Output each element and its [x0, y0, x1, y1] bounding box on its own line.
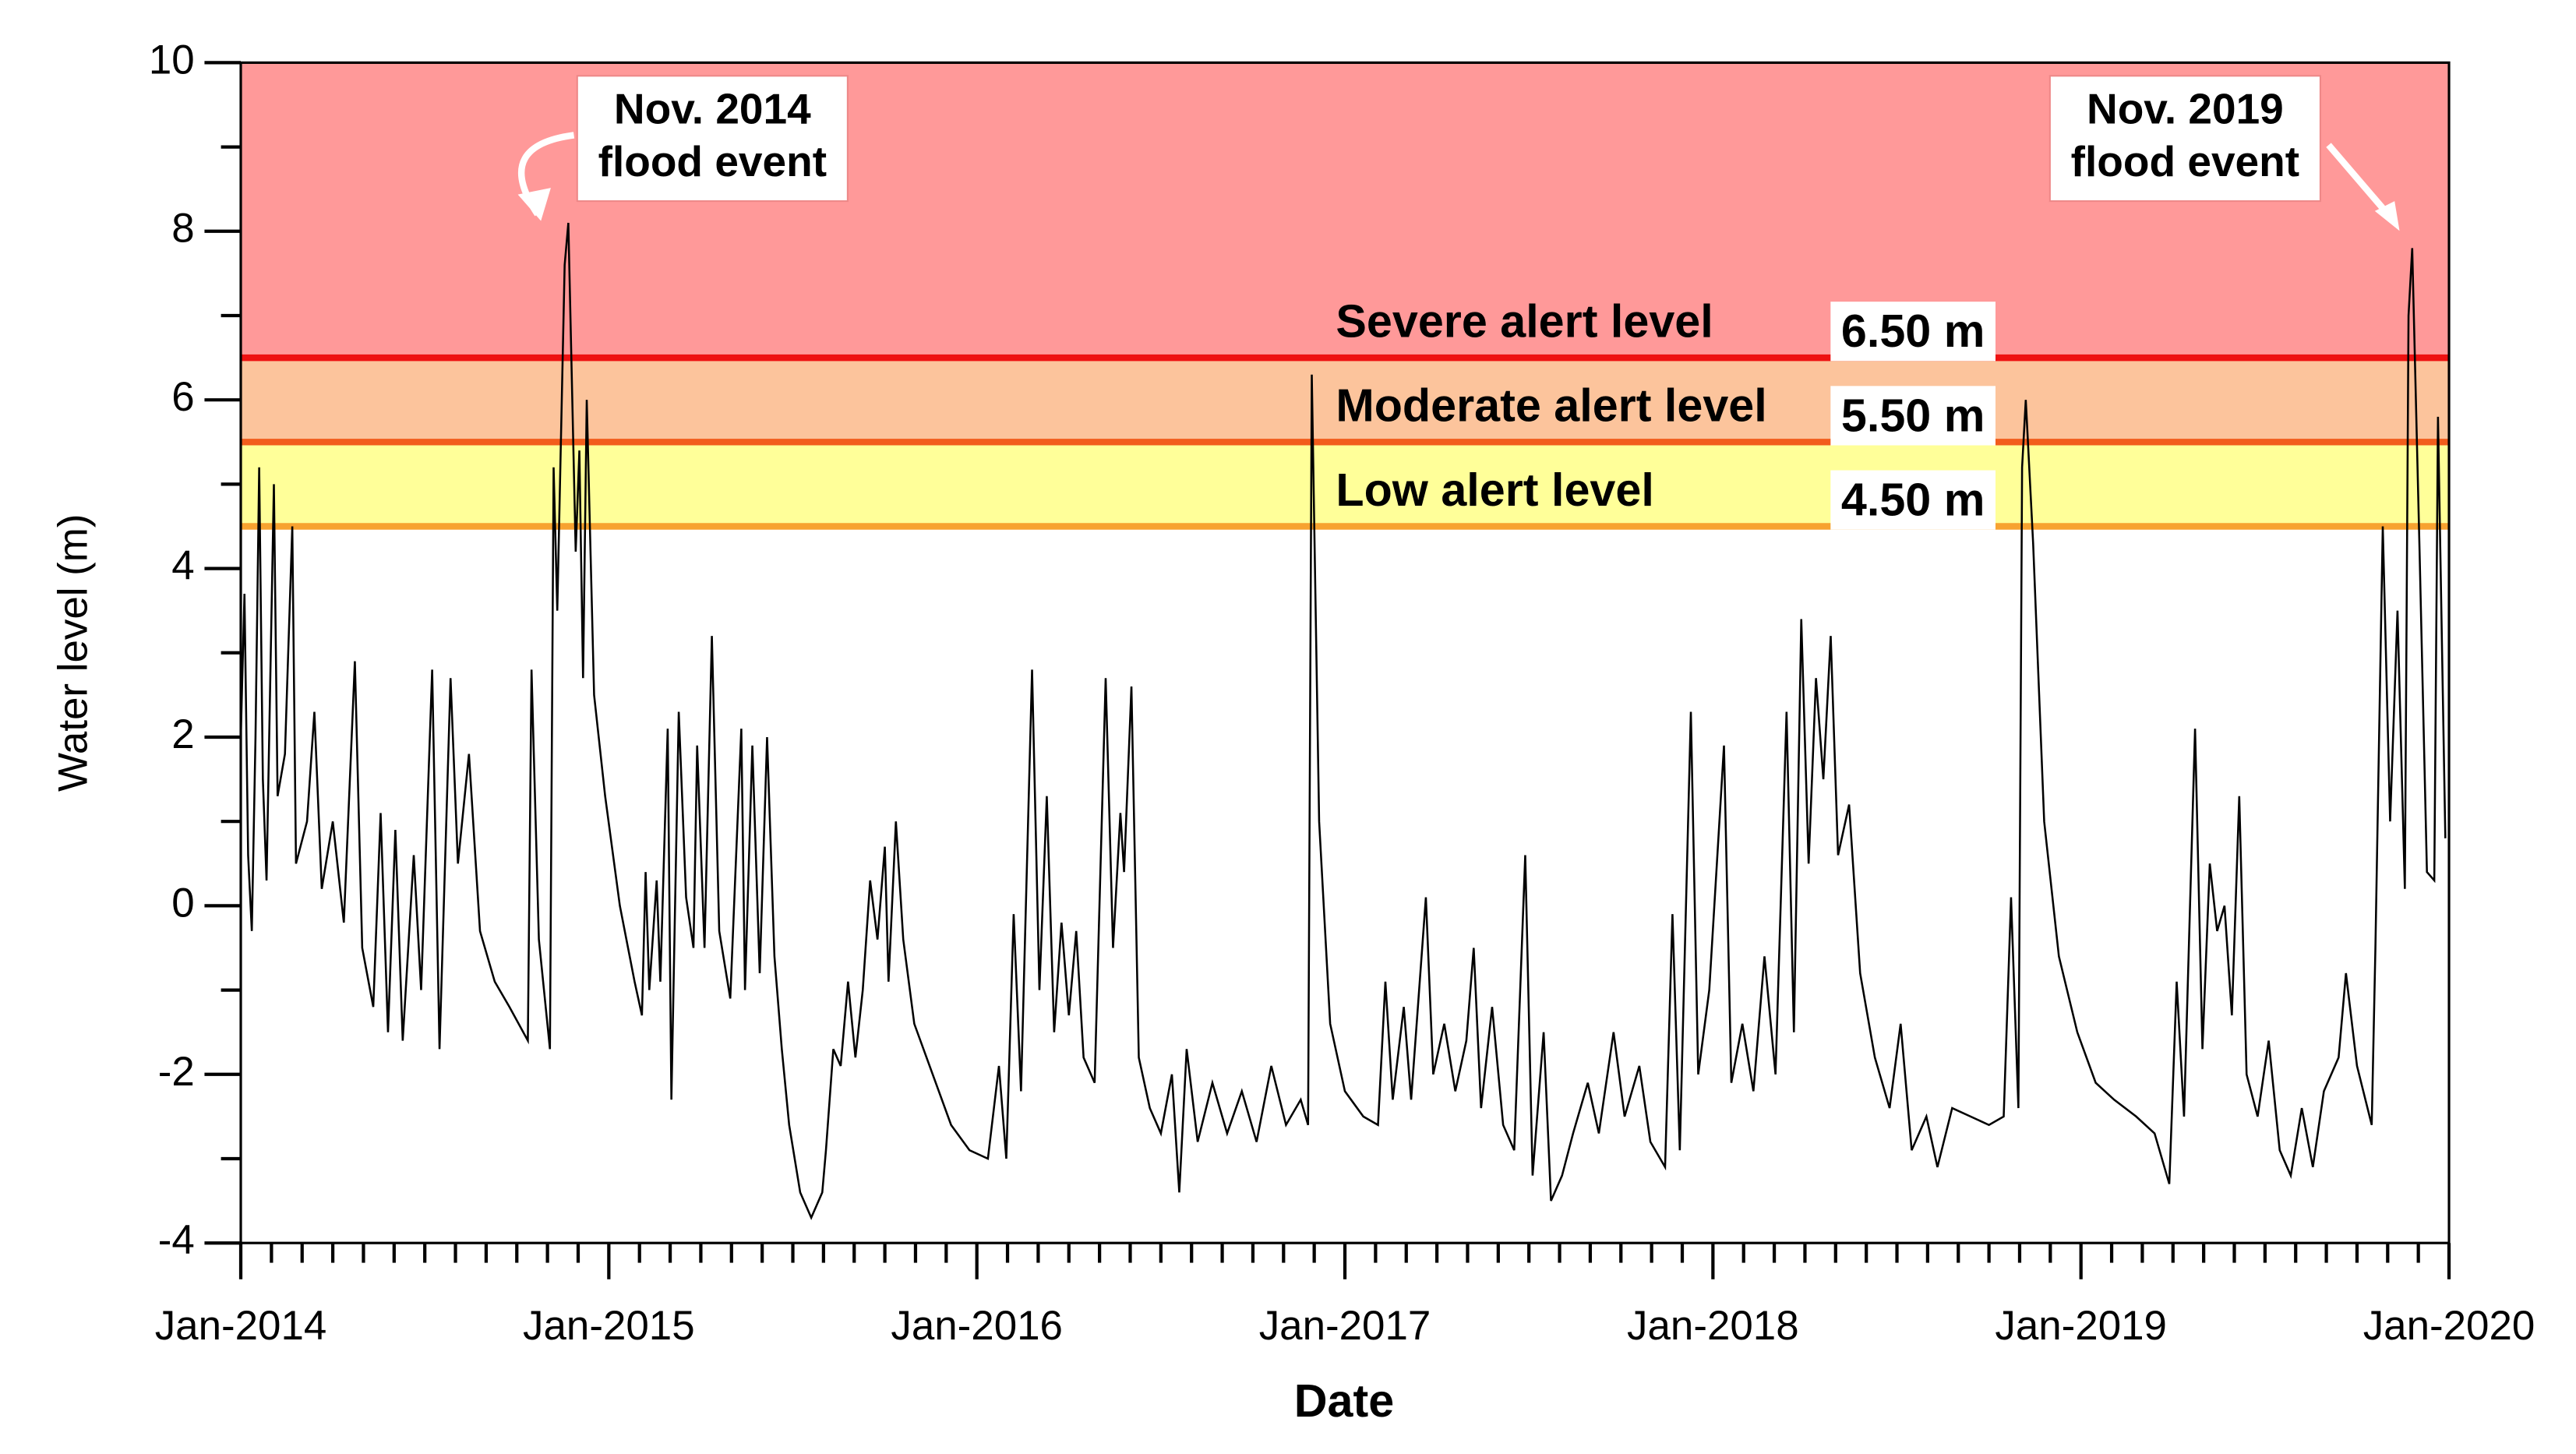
y-tick-label: 2	[171, 711, 194, 757]
alert-name: Low alert level	[1336, 464, 1653, 516]
level-labels: Low alert level 4.50 m Moderate alert leve…	[1336, 295, 1996, 530]
annotation-arrowhead	[2374, 201, 2400, 231]
y-tick-label: 4	[171, 543, 194, 589]
alert-lines	[241, 354, 2450, 530]
water-level-line	[239, 222, 2447, 1220]
x-tick-label: Jan-2014	[155, 1303, 327, 1349]
annotation: Nov. 2019 flood event	[2048, 75, 2400, 231]
x-tick-label: Jan-2020	[2363, 1303, 2535, 1349]
plot	[239, 222, 2447, 1220]
annotation-box	[576, 75, 849, 203]
y-tick-label: -4	[158, 1217, 195, 1263]
y-axis-title: Water level (m)	[50, 514, 96, 792]
y-tick-label: 0	[171, 880, 194, 926]
annotation-text: flood event	[598, 137, 827, 185]
x-tick-label: Jan-2017	[1259, 1303, 1431, 1349]
y-tick-label: -2	[158, 1049, 195, 1095]
alert-value-box	[1830, 302, 1996, 362]
alert-value: 6.50 m	[1841, 305, 1985, 357]
alert-value-box	[1830, 470, 1996, 530]
x-tick-label: Jan-2016	[891, 1303, 1063, 1349]
alert-band	[241, 442, 2450, 527]
x-tick-label: Jan-2015	[523, 1303, 695, 1349]
annotation-text: Nov. 2019	[2087, 84, 2284, 132]
axes: -4 -2 0 2 4 6 8 10 Jan-2014 Jan-2015 Jan-2016 Jan-2…	[149, 37, 2535, 1349]
x-axis-title: Date	[1294, 1375, 1394, 1427]
x-tick-label: Jan-2019	[1995, 1303, 2167, 1349]
annotation: Nov. 2014 flood event	[517, 75, 849, 221]
alert-band	[241, 358, 2450, 443]
annotation-box	[2048, 75, 2321, 203]
annotation-arrowhead	[517, 188, 551, 221]
annotation-text: flood event	[2071, 137, 2299, 185]
alert-name: Severe alert level	[1336, 295, 1713, 347]
annotation-arrow	[2326, 143, 2391, 217]
alert-value: 5.50 m	[1841, 389, 1985, 441]
alert-value: 4.50 m	[1841, 474, 1985, 526]
y-tick-label: 6	[171, 374, 194, 420]
y-tick-label: 10	[149, 37, 195, 83]
annotation-text: Nov. 2014	[614, 84, 811, 132]
alert-value-box	[1830, 386, 1996, 446]
alert-name: Moderate alert level	[1336, 379, 1766, 432]
y-tick-label: 8	[171, 206, 194, 252]
x-tick-label: Jan-2018	[1627, 1303, 1799, 1349]
